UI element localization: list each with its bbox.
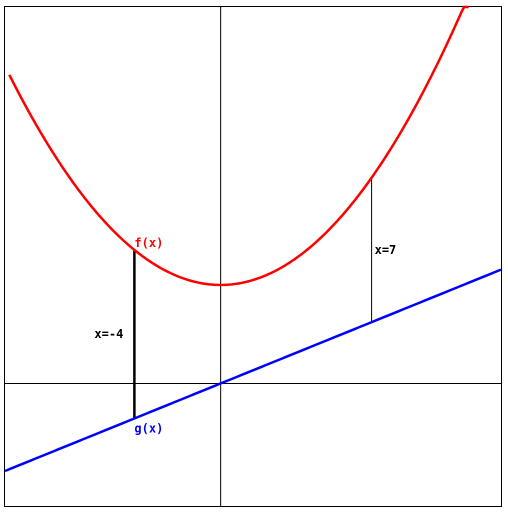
series-label-f: f(x) [134, 236, 163, 250]
series-label-g: g(x) [134, 421, 163, 435]
plot-frame [4, 6, 502, 507]
curve-f [8, 5, 469, 287]
annotation-label-x-7: x=7 [375, 243, 397, 257]
annotation-label-x-neg4: x=-4 [94, 327, 123, 341]
line-g [4, 268, 502, 473]
